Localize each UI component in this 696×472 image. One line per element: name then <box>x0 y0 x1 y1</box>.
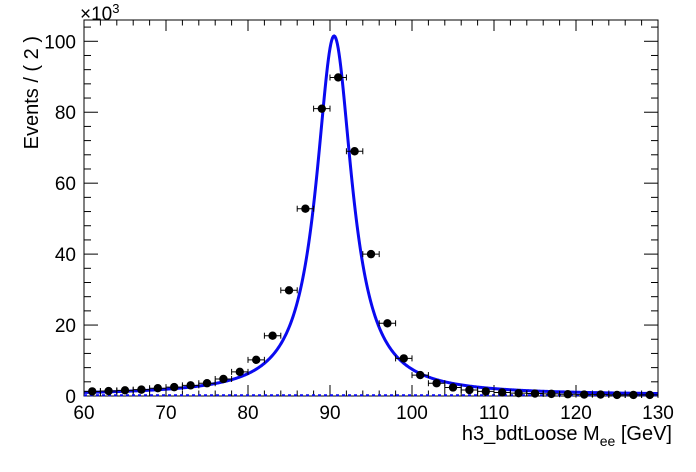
axis-labels: Events / ( 2 ) ×103 h3_bdtLoose Mee [GeV… <box>21 1 672 449</box>
data-point <box>378 319 397 328</box>
data-marker <box>383 319 392 328</box>
data-marker <box>284 286 294 295</box>
data-marker <box>366 249 376 259</box>
y-tick-label: 40 <box>55 245 76 266</box>
x-axis-label-subscript: ee <box>600 433 616 449</box>
data-point <box>460 385 479 395</box>
x-axis-label-main: h3_bdtLoose M <box>462 423 600 445</box>
plot-frame <box>83 19 659 397</box>
x-tick-label: 70 <box>155 403 176 424</box>
y-tick-label: 20 <box>55 316 76 337</box>
data-marker <box>481 387 490 396</box>
y-tick-label: 100 <box>44 32 76 53</box>
x-tick-label: 100 <box>396 403 428 424</box>
data-marker <box>104 386 113 396</box>
x-axis-label-unit: [GeV] <box>615 423 672 445</box>
data-marker <box>448 383 458 392</box>
data-marker <box>153 383 162 393</box>
data-point <box>313 104 331 113</box>
data-point <box>263 331 282 340</box>
data-point <box>362 249 380 259</box>
data-marker <box>301 204 310 213</box>
data-point <box>624 390 643 400</box>
y-axis-label: Events / ( 2 ) <box>21 36 43 149</box>
data-marker <box>219 374 228 384</box>
data-point <box>641 390 659 400</box>
data-marker <box>170 382 179 392</box>
data-point <box>411 370 429 380</box>
plot-border <box>83 19 659 397</box>
data-point <box>427 379 446 388</box>
data-point <box>575 390 593 399</box>
data-marker <box>416 370 425 380</box>
data-marker <box>629 390 638 400</box>
fit-curve-layer <box>83 34 658 395</box>
data-marker <box>530 389 540 398</box>
data-marker <box>268 331 277 340</box>
data-marker <box>432 379 441 388</box>
data-marker <box>612 390 622 400</box>
data-marker <box>252 355 261 365</box>
data-marker <box>547 389 556 399</box>
data-marker <box>120 386 130 395</box>
data-point <box>509 388 528 398</box>
fit-curve <box>83 34 658 395</box>
data-points-layer <box>83 73 659 400</box>
data-marker <box>137 385 146 394</box>
data-point <box>99 386 118 396</box>
data-marker <box>186 381 195 390</box>
y-tick-label: 80 <box>55 103 76 124</box>
y-multiplier: ×103 <box>80 1 119 25</box>
data-marker <box>334 73 343 82</box>
data-point <box>214 374 233 384</box>
data-point <box>329 73 347 82</box>
data-point <box>608 390 626 400</box>
x-tick-label: 130 <box>642 403 674 424</box>
x-tick-label: 110 <box>479 403 509 424</box>
data-marker <box>563 390 572 399</box>
axis-ticks: 60 70 80 90 100 110 120 130 0 20 40 60 80 100 <box>44 20 674 424</box>
data-marker <box>498 388 507 397</box>
data-marker <box>235 367 244 377</box>
y-multiplier-base: ×10 <box>80 4 112 25</box>
data-point <box>345 147 364 156</box>
data-marker <box>465 385 474 395</box>
x-axis-label: h3_bdtLoose Mee [GeV] <box>462 423 672 449</box>
data-point <box>395 354 413 363</box>
data-marker <box>645 390 654 400</box>
data-marker <box>350 147 359 156</box>
data-marker <box>202 379 212 388</box>
data-point <box>132 385 151 394</box>
data-point <box>198 379 216 388</box>
x-tick-label: 120 <box>560 403 592 424</box>
data-marker <box>317 104 326 113</box>
data-point <box>280 286 298 295</box>
data-point <box>116 386 134 395</box>
data-marker <box>596 390 605 399</box>
data-point <box>231 367 249 377</box>
y-multiplier-exponent: 3 <box>112 1 119 16</box>
data-point <box>247 355 265 365</box>
data-point <box>165 382 183 392</box>
data-marker <box>88 387 97 396</box>
data-point <box>296 204 315 213</box>
y-tick-label: 60 <box>55 174 76 195</box>
y-tick-label: 0 <box>65 387 76 408</box>
x-tick-label: 90 <box>319 403 340 424</box>
data-marker <box>580 390 589 399</box>
data-marker <box>514 388 523 398</box>
x-tick-label: 60 <box>73 403 94 424</box>
data-marker <box>399 354 408 363</box>
x-tick-label: 80 <box>237 403 258 424</box>
